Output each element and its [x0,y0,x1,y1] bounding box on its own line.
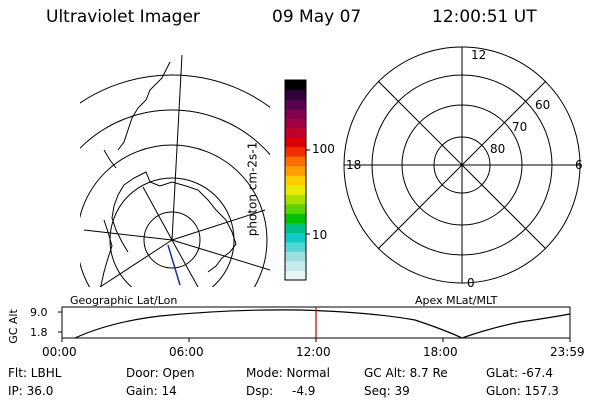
colorbar-cell [285,213,306,224]
instrument-title: Ultraviolet Imager [46,7,200,27]
colorbar-cell [285,241,306,252]
lat-label-60: 60 [535,98,551,112]
colorbar-cell [285,108,306,119]
door-param: Door: Open [126,366,195,380]
map-meridian [83,229,173,241]
map-meridian [142,186,173,241]
seq-param: Seq: 39 [364,384,410,398]
glat-param: GLat: -67.4 [486,366,553,380]
lat-label-80: 80 [490,142,506,156]
time-label: 12:00:51 UT [432,7,537,27]
coastline [100,219,113,287]
coastline [103,61,171,169]
filter-param: Flt: LBHL [8,366,62,380]
colorbar-tick: 10 [312,228,328,242]
colorbar-cell [285,175,306,186]
colorbar-cell [285,260,306,271]
mlt-label-0: 0 [467,276,475,290]
colorbar-cell [285,89,306,100]
timeline-left-title: Geographic Lat/Lon [70,294,178,307]
track-line [167,244,181,286]
colorbar-cell [285,165,306,176]
colorbar-cell [285,270,306,281]
map-meridian [171,239,270,271]
colorbar-cell [285,203,306,214]
lat-label-70: 70 [512,120,528,134]
polar-axis [377,80,547,250]
colorbar-cell [285,80,306,91]
colorbar-cell [285,127,306,138]
colorbar-cell [285,232,306,243]
colorbar-cell [285,222,306,233]
mode-param: Mode: Normal [246,366,330,380]
map-meridian [171,209,266,241]
dsp-value: -4.9 [292,384,316,398]
date-label: 09 May 07 [272,7,362,27]
mlt-label-18: 18 [346,158,362,172]
time-tick: 12:00 [296,345,331,359]
map-lat-circle [80,109,270,156]
glon-param: GLon: 157.3 [486,384,559,398]
gain-param: Gain: 14 [126,384,177,398]
map-lat-circle [143,211,201,269]
timeline-ytick: 1.8 [30,326,48,339]
map-meridian [99,239,173,287]
time-tick: 06:00 [169,345,204,359]
map-meridian [171,55,183,241]
colorbar-cell [285,194,306,205]
gcalt-param: GC Alt: 8.7 Re [364,366,448,380]
coastline [117,171,237,273]
map-lat-circle [80,74,270,108]
time-tick: 18:00 [423,345,458,359]
colorbar-cell [285,184,306,195]
dsp-label: Dsp: [246,384,274,398]
time-tick: 00:00 [42,345,77,359]
colorbar-cell [285,118,306,129]
colorbar-cell [285,251,306,262]
mlt-label-12: 12 [471,48,487,62]
timeline-right-title: Apex MLat/MLT [415,294,498,307]
colorbar-cell [285,156,306,167]
timeline-ytick: 9.0 [30,306,48,319]
colorbar-tick: 100 [312,142,335,156]
map-lat-circle [80,144,268,287]
coastline [111,194,129,253]
colorbar-cell [285,146,306,157]
altitude-curve [74,309,571,339]
time-tick: 23:59 [550,345,585,359]
map-meridian [171,239,199,287]
colorbar-cell [285,99,306,110]
colorbar-cell [285,137,306,148]
mlt-label-6: 6 [575,158,583,172]
ip-param: IP: 36.0 [8,384,54,398]
